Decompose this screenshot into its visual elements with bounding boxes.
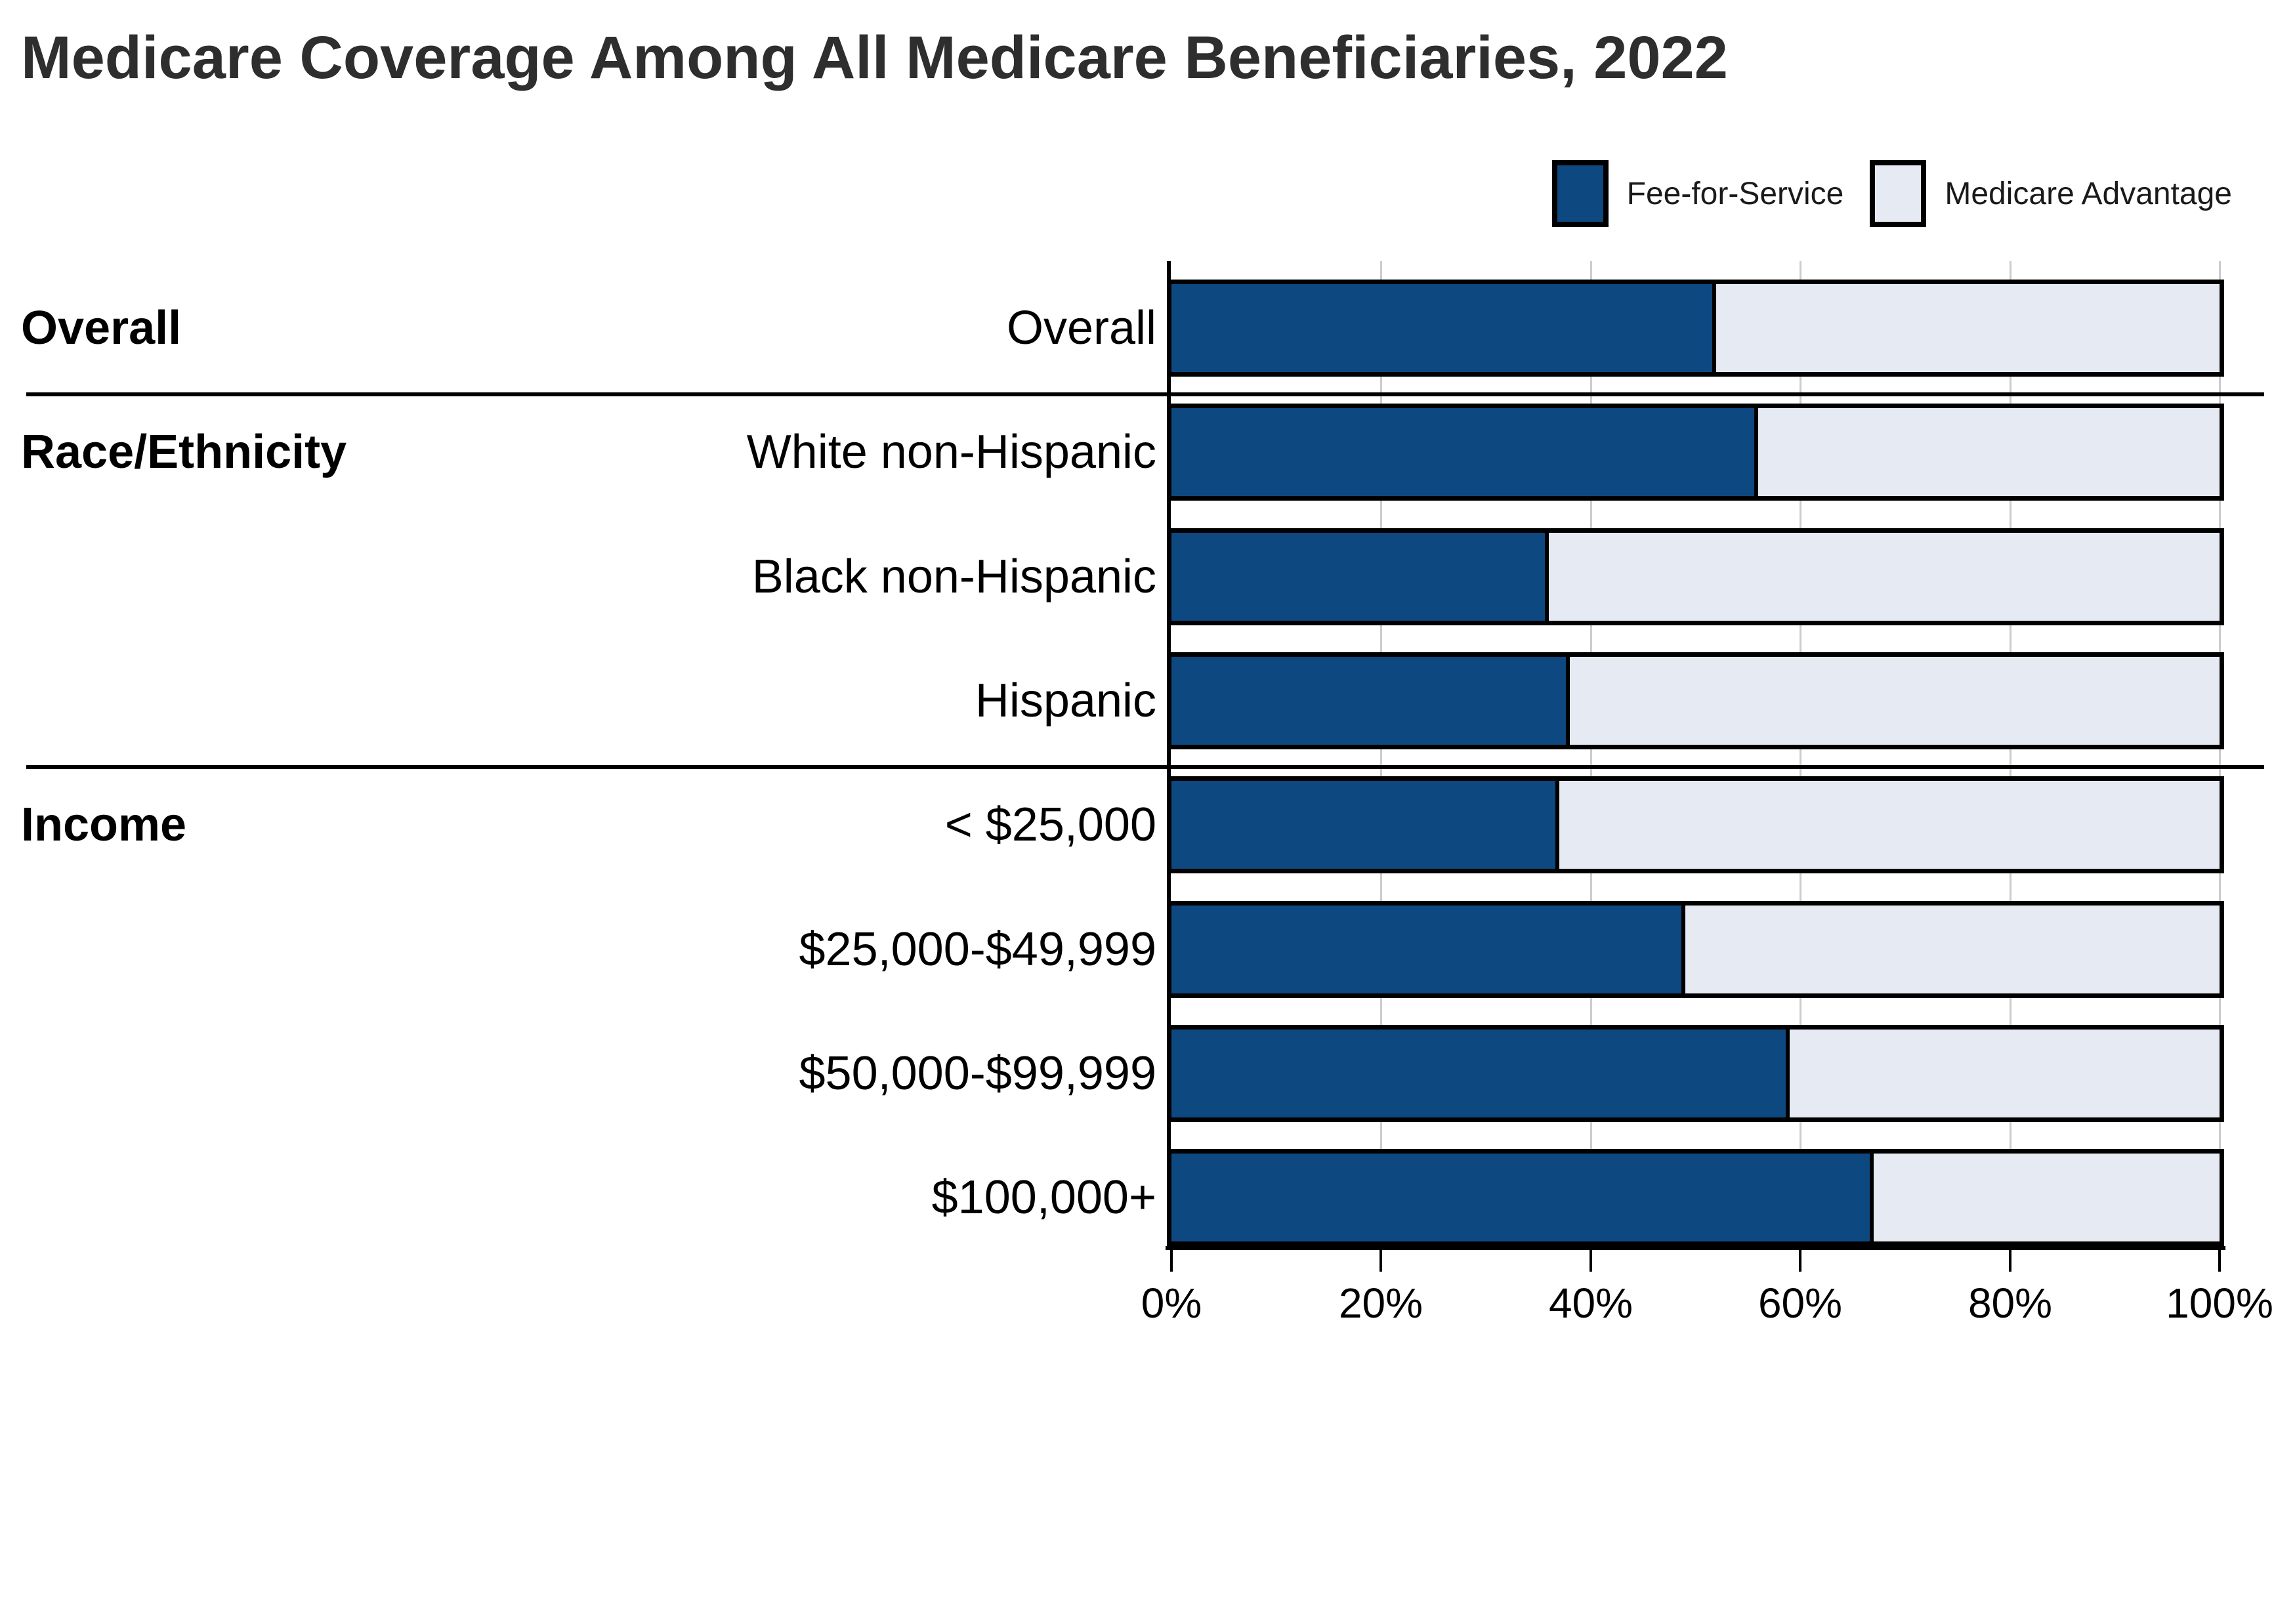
group-label-race-ethnicity: Race/Ethnicity	[21, 426, 347, 478]
gridline-60pct	[1800, 261, 1801, 1246]
legend-label-fee-for-service: Fee-for-Service	[1626, 176, 1844, 211]
legend-label-medicare-advantage: Medicare Advantage	[1945, 176, 2232, 211]
category-label: Overall	[1006, 302, 1156, 354]
bar-segment-medicare-advantage	[1874, 1154, 2220, 1241]
group-label-overall: Overall	[21, 302, 182, 354]
y-axis-line	[1167, 261, 1171, 1250]
x-axis-tick-label: 20%	[1338, 1280, 1423, 1327]
gridline-20pct	[1380, 261, 1382, 1246]
bar-row	[1167, 528, 2224, 625]
category-label: $25,000-$49,999	[799, 923, 1157, 976]
bar-row	[1167, 1149, 2224, 1246]
bar-segment-medicare-advantage	[1559, 781, 2220, 869]
x-axis-tick	[1799, 1250, 1801, 1272]
bar-row	[1167, 1025, 2224, 1122]
gridline-40pct	[1590, 261, 1592, 1246]
x-axis-tick	[2009, 1250, 2011, 1272]
x-axis-tick	[2218, 1250, 2221, 1272]
page-title: Medicare Coverage Among All Medicare Ben…	[21, 24, 1728, 91]
legend-item-medicare-advantage: Medicare Advantage	[1870, 160, 2232, 227]
x-axis-tick	[1590, 1250, 1592, 1272]
category-label: Hispanic	[975, 675, 1156, 727]
bar-segment-fee-for-service	[1171, 906, 1685, 993]
bar-segment-medicare-advantage	[1685, 906, 2220, 993]
bar-segment-medicare-advantage	[1790, 1030, 2220, 1117]
group-separator	[26, 765, 2264, 769]
x-axis-tick	[1170, 1250, 1173, 1272]
x-axis-tick-label: 60%	[1758, 1280, 1843, 1327]
x-axis-tick-label: 40%	[1548, 1280, 1633, 1327]
bar-segment-medicare-advantage	[1716, 284, 2220, 372]
category-label: $100,000+	[931, 1171, 1156, 1224]
x-axis-tick-label: 80%	[1968, 1280, 2053, 1327]
legend-item-fee-for-service: Fee-for-Service	[1551, 160, 1844, 227]
bar-row	[1167, 404, 2224, 501]
bar-row	[1167, 901, 2224, 998]
x-axis-tick-label: 100%	[2166, 1280, 2273, 1327]
bar-row	[1167, 652, 2224, 749]
bar-segment-fee-for-service	[1171, 408, 1758, 496]
legend-swatch-medicare-advantage	[1870, 160, 1927, 227]
category-label: < $25,000	[944, 799, 1156, 851]
bar-segment-medicare-advantage	[1570, 657, 2220, 745]
group-label-income: Income	[21, 799, 187, 851]
bar-segment-fee-for-service	[1171, 533, 1549, 621]
bar-segment-fee-for-service	[1171, 284, 1716, 372]
bar-segment-fee-for-service	[1171, 781, 1559, 869]
category-label: White non-Hispanic	[746, 426, 1156, 478]
bar-segment-fee-for-service	[1171, 657, 1570, 745]
x-axis-tick-label: 0%	[1141, 1280, 1202, 1327]
bar-segment-medicare-advantage	[1758, 408, 2220, 496]
bar-segment-medicare-advantage	[1549, 533, 2220, 621]
category-label: $50,000-$99,999	[799, 1047, 1157, 1100]
bar-segment-fee-for-service	[1171, 1154, 1874, 1241]
gridline-80pct	[2010, 261, 2011, 1246]
x-axis-tick	[1379, 1250, 1382, 1272]
group-separator	[26, 392, 2264, 396]
gridline-100pct	[2219, 261, 2221, 1246]
x-axis-line	[1166, 1246, 2225, 1250]
legend-swatch-fee-for-service	[1551, 160, 1609, 227]
category-label: Black non-Hispanic	[751, 551, 1156, 603]
bar-row	[1167, 776, 2224, 873]
bar-segment-fee-for-service	[1171, 1030, 1790, 1117]
legend: Fee-for-Service Medicare Advantage	[1551, 160, 2232, 227]
bar-row	[1167, 280, 2224, 377]
